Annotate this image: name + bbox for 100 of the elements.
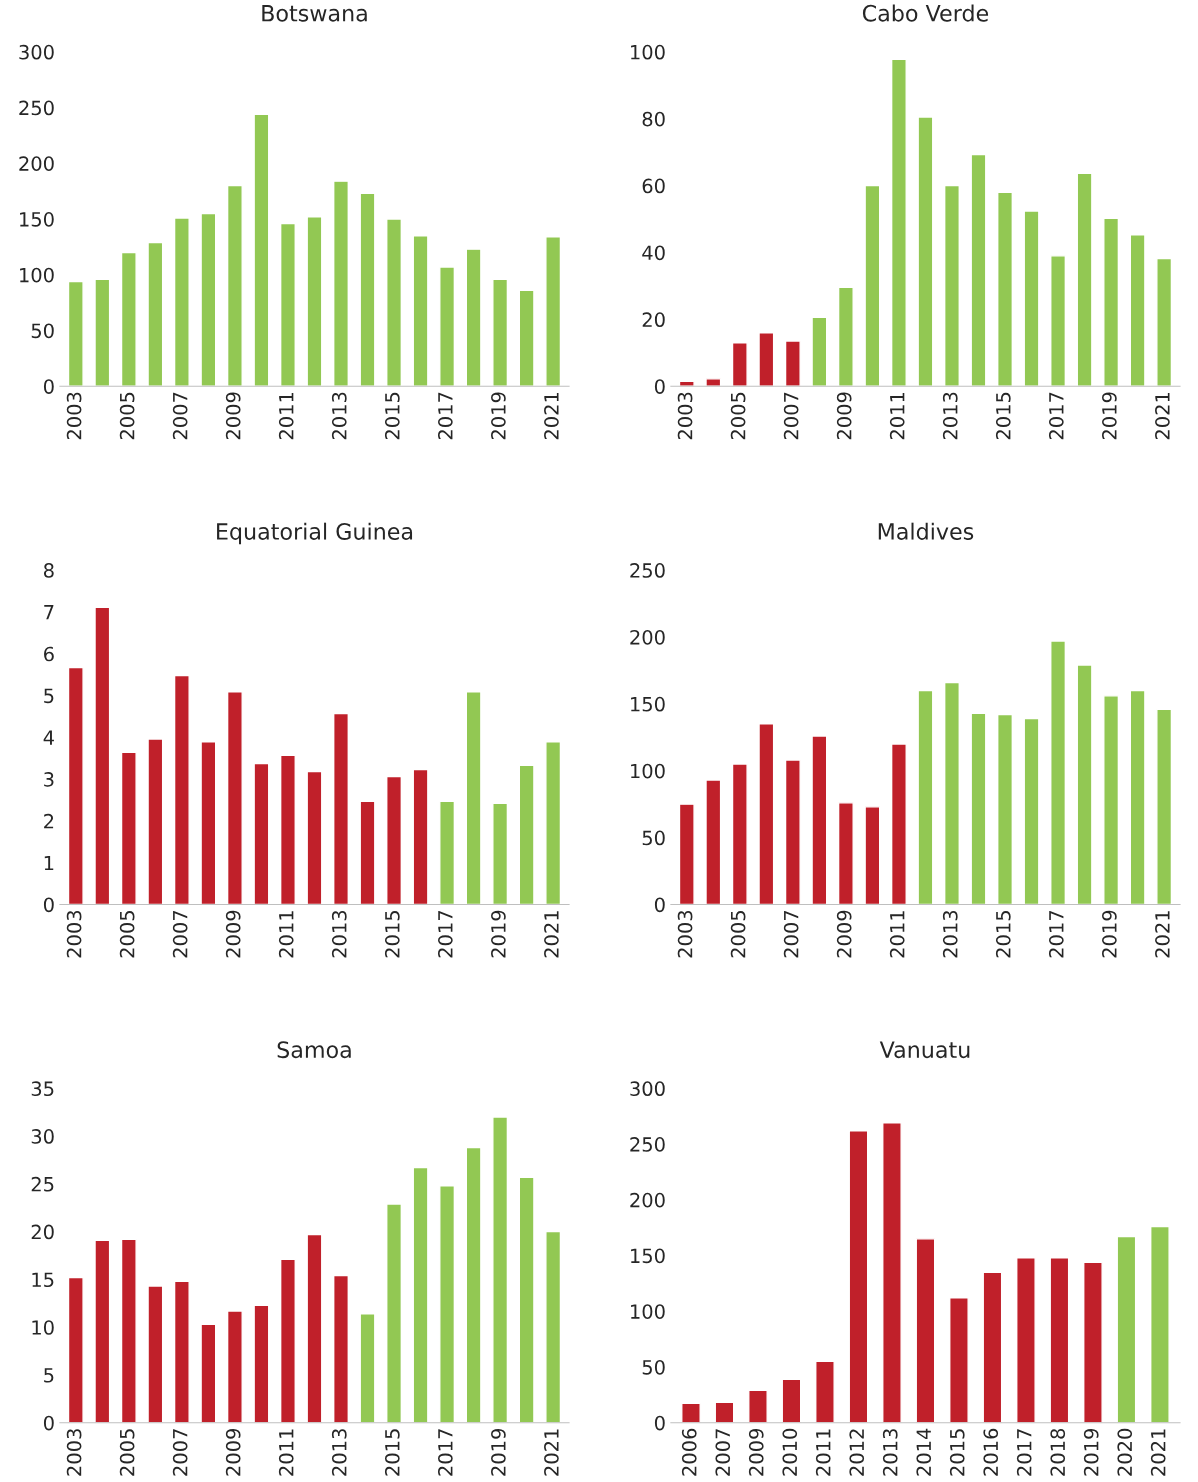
x-tick-label: 2003 [677, 910, 693, 958]
x-tick-label: 2006 [681, 1428, 697, 1476]
bar [781, 1378, 802, 1423]
x-tick-label: 2021 [544, 392, 559, 440]
bar [1103, 695, 1120, 905]
x-tick-label: 2007 [715, 1429, 731, 1476]
y-tick-label: 100 [20, 267, 54, 283]
x-tick-label: 2013 [942, 392, 958, 440]
bar [67, 666, 84, 905]
y-tick-label: 50 [642, 830, 665, 846]
bar [678, 803, 695, 905]
bar [714, 1401, 735, 1423]
x-tick-label: 2011 [815, 1429, 831, 1476]
bar [545, 236, 562, 387]
bar [681, 1402, 701, 1423]
bar [1076, 172, 1093, 387]
x-tick-label: 2015 [995, 911, 1011, 958]
bar [359, 192, 376, 387]
x-tick-label: 2019 [491, 1428, 506, 1476]
x-tick-label: 2003 [677, 392, 693, 440]
x-tick-label: 2015 [384, 1429, 400, 1476]
bar [439, 800, 456, 905]
bar [279, 222, 296, 387]
y-tick-label: 20 [642, 312, 665, 328]
y-tick-label: 40 [642, 245, 665, 261]
x-tick-label: 2020 [1117, 1428, 1133, 1476]
y-tick-label: 0 [43, 897, 54, 913]
y-tick-label: 150 [631, 696, 665, 712]
x-tick-label: 2013 [331, 392, 347, 440]
y-tick-label: 20 [31, 1224, 54, 1240]
y-tick-label: 50 [31, 323, 54, 339]
bar [67, 1276, 84, 1423]
y-tick-label: 0 [654, 897, 665, 913]
bar [253, 113, 270, 387]
bar [226, 1310, 243, 1423]
bar [94, 606, 111, 905]
bar [412, 768, 429, 905]
x-tick-label: 2017 [1048, 392, 1064, 440]
x-tick-label: 2013 [942, 910, 958, 958]
bar [943, 184, 960, 387]
bar [518, 289, 535, 387]
bar [705, 378, 722, 387]
x-tick-label: 2009 [225, 1428, 241, 1476]
bar [1156, 708, 1173, 905]
y-tick-label: 5 [44, 1368, 54, 1383]
y-tick-label: 8 [43, 563, 54, 578]
bar [705, 779, 722, 905]
bar [1129, 689, 1146, 905]
chart-title: Cabo Verde [862, 4, 989, 22]
bar [333, 1274, 349, 1423]
x-tick-label: 2017 [438, 911, 453, 958]
x-tick-label: 2003 [66, 910, 82, 958]
x-tick-label: 2019 [1102, 392, 1117, 440]
y-tick-label: 35 [31, 1081, 54, 1097]
bar [758, 723, 775, 905]
bar [837, 802, 854, 905]
y-tick-label: 250 [19, 100, 54, 116]
bar [848, 1130, 869, 1423]
y-tick-label: 150 [20, 212, 54, 227]
bar [120, 751, 137, 905]
x-tick-label: 2015 [384, 911, 400, 958]
x-tick-label: 2011 [278, 911, 294, 958]
x-tick-label: 2009 [225, 910, 241, 958]
bar [1083, 1261, 1103, 1423]
bar [917, 116, 934, 387]
x-tick-label: 2005 [119, 392, 135, 440]
y-tick-label: 30 [31, 1129, 54, 1144]
bar [943, 681, 960, 905]
x-tick-label: 2019 [1083, 1428, 1099, 1476]
x-tick-label: 2013 [331, 910, 347, 958]
bar [306, 1233, 323, 1423]
bar [492, 1116, 509, 1423]
y-tick-label: 200 [630, 1192, 665, 1208]
bar [359, 1313, 376, 1423]
y-tick-label: 25 [31, 1176, 54, 1192]
bar [731, 342, 748, 387]
bar [465, 1146, 482, 1423]
bar [306, 770, 323, 905]
bar [1016, 1257, 1036, 1423]
y-tick-label: 300 [630, 1081, 665, 1097]
y-tick-label: 0 [654, 379, 665, 394]
bar [678, 380, 695, 387]
x-tick-label: 2011 [278, 392, 294, 440]
x-tick-label: 2021 [1150, 1429, 1166, 1476]
x-tick-label: 2013 [882, 1429, 898, 1476]
bar [253, 1304, 270, 1423]
x-tick-label: 2014 [916, 1428, 932, 1476]
bar [1129, 234, 1146, 387]
x-tick-label: 2007 [172, 392, 188, 440]
bar [386, 775, 403, 905]
x-tick-label: 2017 [1048, 911, 1064, 958]
chart-title: Equatorial Guinea [217, 522, 413, 545]
bar [815, 1360, 835, 1423]
y-tick-label: 6 [44, 646, 54, 662]
y-tick-label: 15 [32, 1272, 54, 1288]
bar [949, 1297, 969, 1423]
bar [1076, 664, 1093, 905]
chart-title: Samoa [277, 1041, 351, 1059]
bar [890, 743, 907, 905]
y-tick-label: 150 [631, 1248, 665, 1264]
